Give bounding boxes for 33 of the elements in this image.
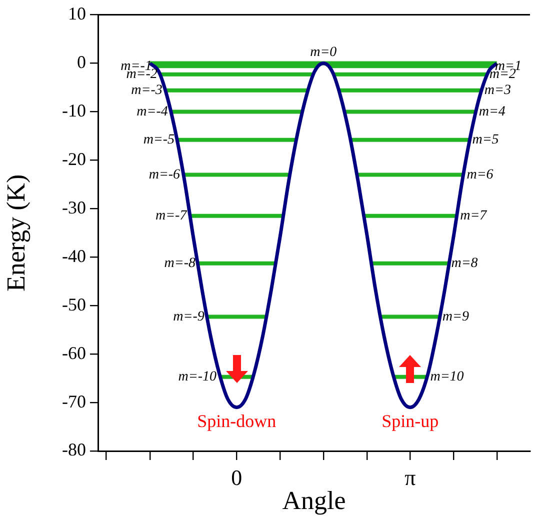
y-tick-label: -80 bbox=[62, 440, 86, 460]
y-tick-label: -70 bbox=[62, 391, 86, 412]
y-tick-label: -30 bbox=[62, 197, 86, 218]
y-tick-label: -10 bbox=[62, 100, 86, 120]
series-label: m=3 bbox=[484, 83, 511, 98]
series-label: m=-2 bbox=[126, 67, 158, 82]
series-label: m=-5 bbox=[143, 132, 175, 148]
x-tick-label: π bbox=[404, 464, 416, 490]
series-label: m=5 bbox=[472, 132, 499, 148]
series-label: m=-10 bbox=[178, 370, 217, 385]
series-label: m=4 bbox=[478, 104, 506, 120]
series-label: m=-3 bbox=[131, 83, 162, 98]
y-tick-label: -40 bbox=[62, 246, 86, 266]
series-label: m=-4 bbox=[136, 104, 168, 120]
series-label: m=10 bbox=[430, 370, 464, 385]
series-label: m=9 bbox=[442, 309, 469, 324]
series-label: m=7 bbox=[460, 208, 488, 224]
annotation: Spin-up bbox=[382, 411, 439, 432]
series-label: m=0 bbox=[310, 44, 337, 60]
series-label: m=-9 bbox=[173, 309, 204, 324]
x-axis-title: Angle bbox=[282, 486, 346, 516]
y-tick-label: 0 bbox=[77, 52, 86, 72]
y-tick-label: -60 bbox=[62, 342, 86, 363]
y-axis-title: Energy (K) bbox=[1, 174, 30, 292]
y-tick-label: 10 bbox=[68, 4, 86, 24]
y-tick-label: -50 bbox=[62, 294, 86, 314]
series-label: m=-7 bbox=[155, 208, 188, 224]
annotation: Spin-down bbox=[197, 411, 276, 432]
y-tick-label: -20 bbox=[62, 148, 86, 169]
series-label: m=-8 bbox=[164, 256, 196, 272]
series-label: m=8 bbox=[451, 256, 478, 272]
series-label: m=6 bbox=[466, 167, 494, 182]
series-label: m=-6 bbox=[148, 167, 180, 182]
